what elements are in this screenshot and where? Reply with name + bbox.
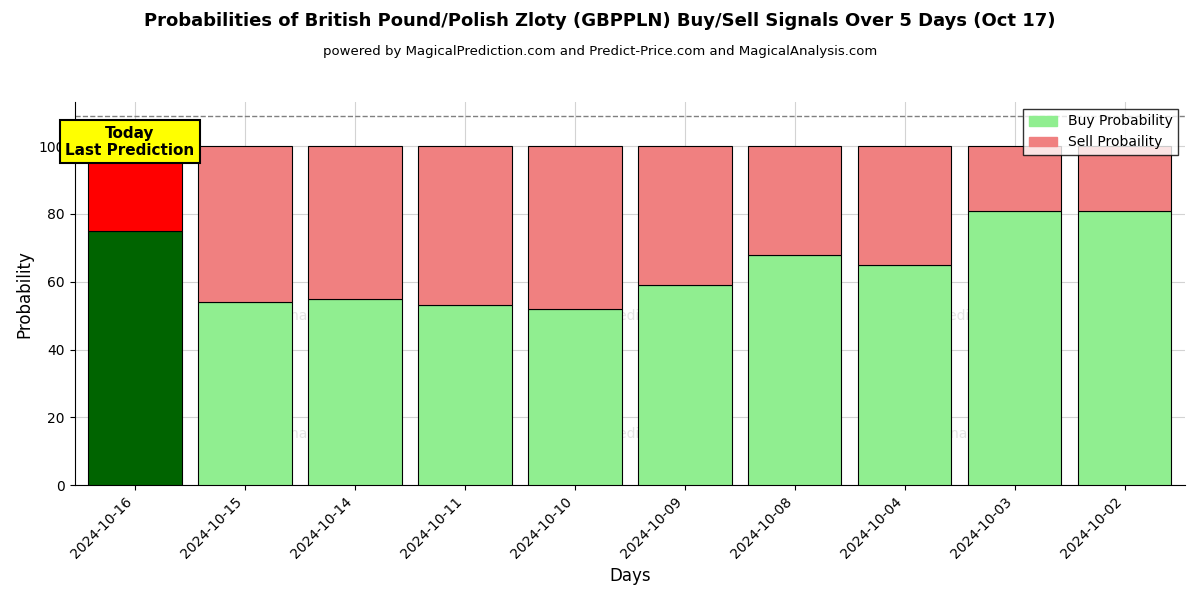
Bar bbox=[419, 305, 511, 485]
Bar bbox=[198, 146, 292, 302]
Bar bbox=[1078, 146, 1171, 211]
Bar bbox=[89, 231, 182, 485]
Bar bbox=[638, 146, 732, 285]
Bar bbox=[748, 254, 841, 485]
Legend: Buy Probability, Sell Probaility: Buy Probability, Sell Probaility bbox=[1024, 109, 1178, 155]
Bar bbox=[308, 299, 402, 485]
Bar bbox=[748, 146, 841, 254]
Text: MagicalPrediction.com: MagicalPrediction.com bbox=[881, 308, 1038, 323]
Text: powered by MagicalPrediction.com and Predict-Price.com and MagicalAnalysis.com: powered by MagicalPrediction.com and Pre… bbox=[323, 44, 877, 58]
Bar bbox=[528, 146, 622, 309]
Bar bbox=[1078, 211, 1171, 485]
Bar bbox=[198, 302, 292, 485]
Text: MagicalAnalysis.com: MagicalAnalysis.com bbox=[887, 427, 1032, 442]
X-axis label: Days: Days bbox=[610, 567, 650, 585]
Y-axis label: Probability: Probability bbox=[16, 250, 34, 338]
Bar bbox=[89, 146, 182, 231]
Text: MagicalPrediction.com: MagicalPrediction.com bbox=[552, 427, 708, 442]
Bar bbox=[968, 146, 1061, 211]
Text: MagicalAnalysis.com: MagicalAnalysis.com bbox=[228, 427, 372, 442]
Bar bbox=[638, 285, 732, 485]
Bar bbox=[968, 211, 1061, 485]
Text: MagicalPrediction.com: MagicalPrediction.com bbox=[552, 308, 708, 323]
Text: Probabilities of British Pound/Polish Zloty (GBPPLN) Buy/Sell Signals Over 5 Day: Probabilities of British Pound/Polish Zl… bbox=[144, 12, 1056, 30]
Bar bbox=[308, 146, 402, 299]
Bar bbox=[419, 146, 511, 305]
Bar bbox=[858, 265, 952, 485]
Bar bbox=[528, 309, 622, 485]
Text: Today
Last Prediction: Today Last Prediction bbox=[65, 126, 194, 158]
Bar bbox=[858, 146, 952, 265]
Text: MagicalAnalysis.com: MagicalAnalysis.com bbox=[228, 308, 372, 323]
